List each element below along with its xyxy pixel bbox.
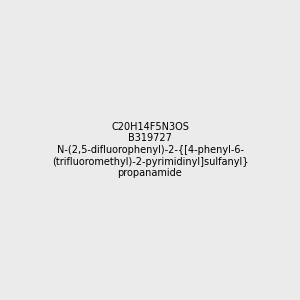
- Text: C20H14F5N3OS
B319727
N-(2,5-difluorophenyl)-2-{[4-phenyl-6-
(trifluoromethyl)-2-: C20H14F5N3OS B319727 N-(2,5-difluorophen…: [52, 122, 248, 178]
